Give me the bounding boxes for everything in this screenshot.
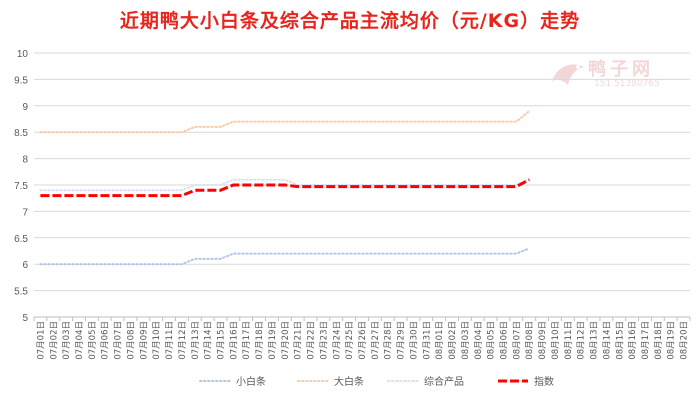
y-tick-label: 9.5 [14, 75, 28, 86]
x-tick-label: 08月19日 [667, 321, 677, 360]
x-tick-label: 07月29日 [397, 321, 407, 360]
x-tick-label: 07月14日 [204, 321, 214, 360]
x-tick-label: 08月01日 [435, 321, 445, 360]
chart-title: 近期鸭大小白条及综合产品主流均价（元/KG）走势 [119, 10, 581, 32]
x-tick-label: 08月17日 [641, 321, 651, 360]
x-tick-label: 07月31日 [422, 321, 432, 360]
x-tick-label: 07月13日 [191, 321, 201, 360]
y-tick-label: 10 [17, 49, 29, 60]
x-tick-label: 07月19日 [268, 321, 278, 360]
x-tick-label: 07月30日 [409, 321, 419, 360]
x-tick-label: 07月06日 [101, 321, 111, 360]
x-tick-label: 07月27日 [371, 321, 381, 360]
x-tick-label: 07月04日 [75, 321, 85, 360]
x-tick-label: 08月03日 [461, 321, 471, 360]
x-tick-label: 07月11日 [165, 321, 175, 360]
y-tick-label: 5.5 [14, 287, 28, 298]
watermark-phone: 151 51380765 [594, 79, 660, 89]
series-line-0 [39, 247, 531, 266]
x-tick-label: 07月25日 [345, 321, 355, 360]
legend-label: 指数 [534, 375, 554, 388]
x-tick-label: 07月18日 [255, 321, 265, 360]
x-tick-label: 08月12日 [577, 321, 587, 360]
x-tick-label: 07月03日 [62, 321, 72, 360]
x-tick-label: 08月14日 [602, 321, 612, 360]
x-tick-label: 07月21日 [294, 321, 304, 360]
series-line-1 [39, 110, 531, 134]
y-tick-label: 8.5 [14, 128, 28, 139]
watermark-brand: 鸭子网 [588, 59, 654, 80]
x-tick-label: 08月16日 [628, 321, 638, 360]
x-tick-label: 07月09日 [139, 321, 149, 360]
x-tick-label: 08月05日 [487, 321, 497, 360]
y-tick-label: 8 [22, 155, 28, 166]
x-tick-label: 07月05日 [88, 321, 98, 360]
x-tick-label: 08月08日 [525, 321, 535, 360]
y-tick-label: 7.5 [14, 181, 28, 192]
series-line-3 [40, 178, 530, 198]
x-tick-label: 08月13日 [590, 321, 600, 360]
y-tick-label: 5 [22, 313, 28, 324]
x-tick-label: 07月20日 [281, 321, 291, 360]
gridlines [34, 52, 690, 318]
x-tick-label: 07月28日 [384, 321, 394, 360]
x-tick-label: 08月18日 [654, 321, 664, 360]
x-tick-label: 07月01日 [36, 321, 46, 360]
legend-label: 大白条 [334, 375, 364, 388]
x-tick-label: 08月11日 [564, 321, 574, 360]
x-tick-label: 08月20日 [680, 321, 690, 360]
x-tick-label: 07月24日 [332, 321, 342, 360]
x-tick-label: 08月10日 [551, 321, 561, 360]
x-tick-label: 08月02日 [448, 321, 458, 360]
x-tick-label: 07月12日 [178, 321, 188, 360]
x-tick-label: 08月09日 [538, 321, 548, 360]
x-tick-label: 07月10日 [152, 321, 162, 360]
x-tick-label: 08月07日 [512, 321, 522, 360]
x-tick-label: 08月15日 [615, 321, 625, 360]
x-tick-label: 07月07日 [114, 321, 124, 360]
x-tick-label: 07月02日 [49, 321, 59, 360]
x-tick-label: 08月06日 [499, 321, 509, 360]
axes: 5 5.5 6 6.5 7 7.5 8 8.5 9 9.5 10 07月01日 07月02日 07月03日… [14, 49, 691, 360]
x-tick-label: 07月26日 [358, 321, 368, 360]
x-tick-label: 07月17日 [242, 321, 252, 360]
x-tick-label: 07月15日 [217, 321, 227, 360]
y-tick-label: 6.5 [14, 234, 28, 245]
x-tick-label: 07月08日 [126, 321, 136, 360]
y-tick-label: 9 [22, 102, 28, 113]
legend-label: 综合产品 [424, 375, 464, 388]
series-line-2 [39, 178, 531, 192]
legend-label: 小白条 [236, 375, 266, 388]
legend: 小白条 大白条 综合产品 指数 [199, 375, 554, 388]
x-tick-label: 07月23日 [319, 321, 329, 360]
series-lines [39, 110, 531, 266]
y-tick-label: 7 [22, 207, 28, 218]
x-tick-label: 08月04日 [474, 321, 484, 360]
x-tick-label: 07月16日 [229, 321, 239, 360]
x-tick-label: 07月22日 [307, 321, 317, 360]
y-tick-label: 6 [22, 260, 28, 271]
